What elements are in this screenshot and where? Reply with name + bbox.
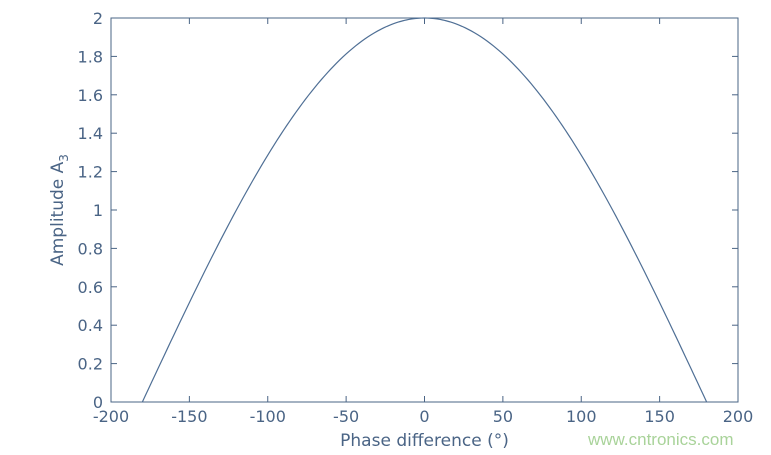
series-line xyxy=(141,17,708,403)
y-tick-label: 1.6 xyxy=(78,86,103,105)
y-tick-label: 1.4 xyxy=(78,124,103,143)
x-tick-label: -100 xyxy=(250,407,286,426)
y-tick-label: 0 xyxy=(93,393,103,412)
watermark: www.cntronics.com xyxy=(588,430,734,449)
y-tick-label: 1.8 xyxy=(78,47,103,66)
x-tick-label: 150 xyxy=(644,407,675,426)
y-tick-label: 0.4 xyxy=(78,316,103,335)
x-axis-label: Phase difference (°) xyxy=(340,431,509,451)
x-tick-label: 0 xyxy=(419,407,429,426)
y-tick-label: 1.2 xyxy=(78,163,103,182)
x-tick-label: 50 xyxy=(493,407,513,426)
x-tick-label: 200 xyxy=(723,407,754,426)
x-tick-label: -200 xyxy=(93,407,129,426)
x-tick-label: 100 xyxy=(566,407,597,426)
x-tick-label: -50 xyxy=(333,407,359,426)
y-tick-label: 0.2 xyxy=(78,355,103,374)
plot-frame xyxy=(110,17,739,403)
y-tick-label: 0.8 xyxy=(78,239,103,258)
y-axis-label-subscript: 3 xyxy=(57,154,71,162)
y-tick-label: 0.6 xyxy=(78,278,103,297)
y-tick-label: 2 xyxy=(93,9,103,28)
y-tick-label: 1 xyxy=(93,201,103,220)
x-tick-label: -150 xyxy=(171,407,207,426)
y-axis-label: Amplitude A3 xyxy=(48,154,71,266)
